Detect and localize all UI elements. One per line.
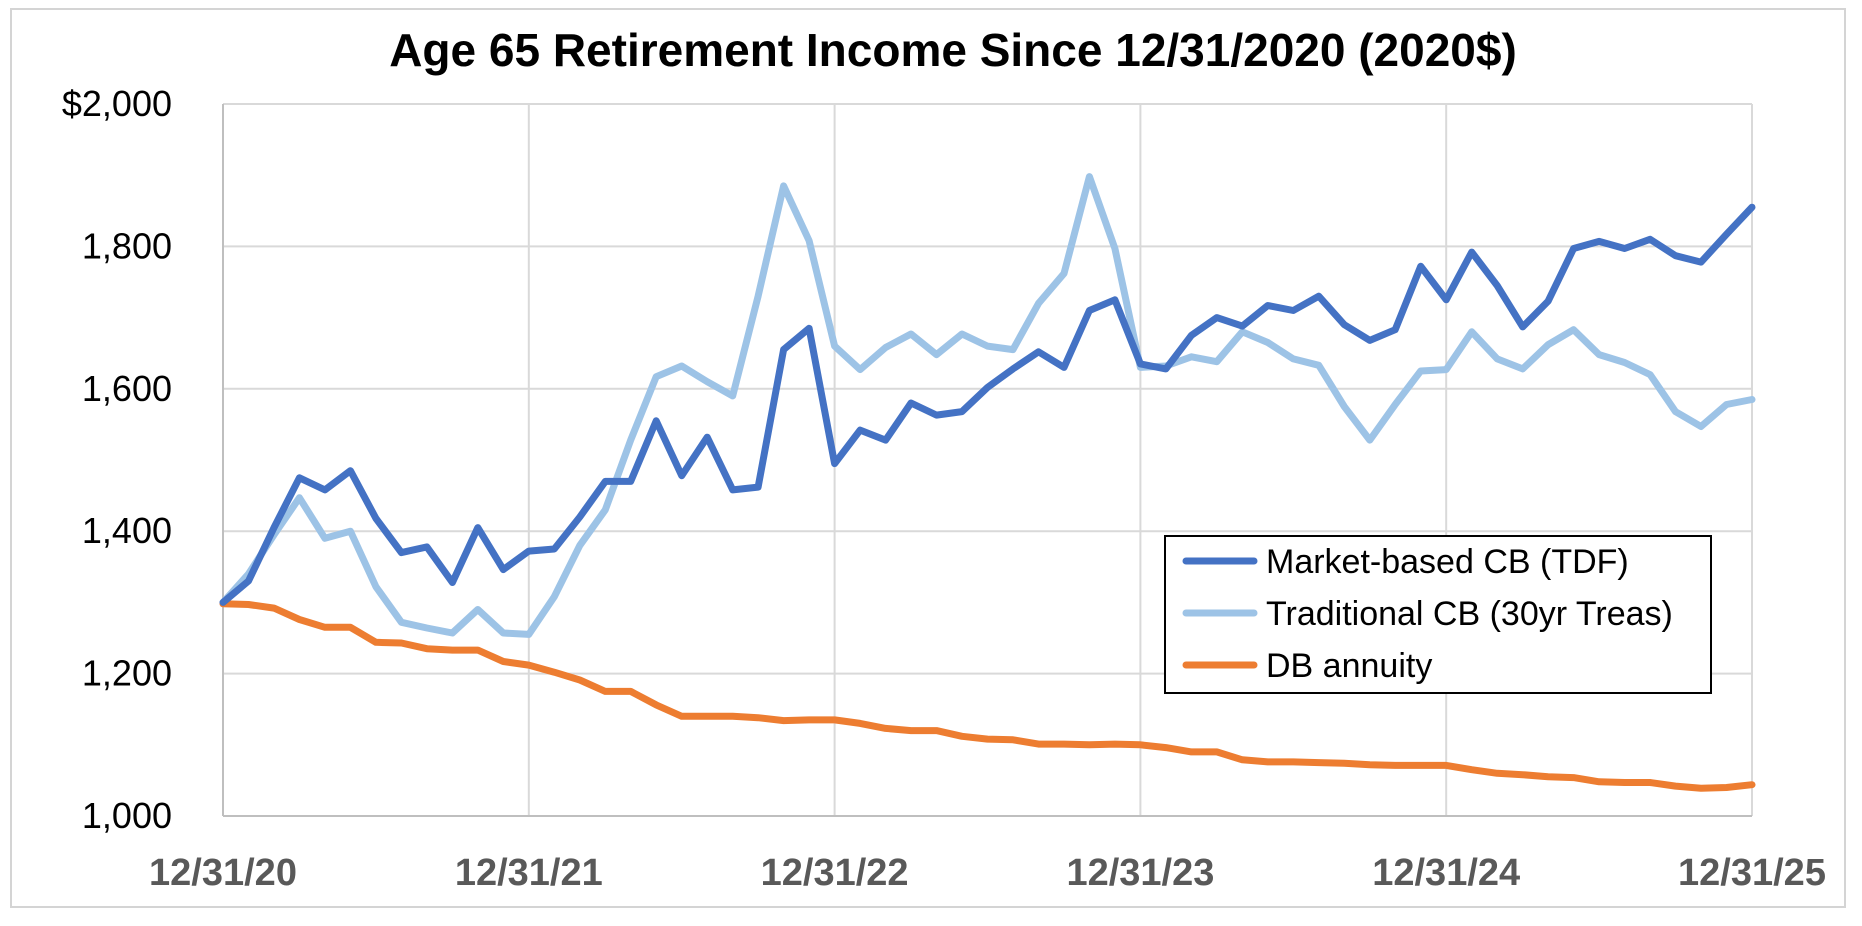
chart-frame (10, 8, 1846, 908)
legend-market-based-cb-label: Market-based CB (TDF) (1266, 543, 1629, 581)
x-tick-label: 12/31/23 (1066, 852, 1214, 894)
x-tick-label: 12/31/24 (1372, 852, 1520, 894)
legend-traditional-cb-label: Traditional CB (30yr Treas) (1266, 595, 1673, 633)
gridlines (222, 103, 1753, 817)
y-tick-label: 1,400 (82, 510, 172, 551)
x-tick-label: 12/31/20 (149, 852, 297, 894)
series-line-db-annuity (219, 600, 1756, 792)
axes: 1,000 1,200 1,400 1,600 1,800 $2,000 12/31/20 1… (62, 83, 1826, 894)
legend-db-annuity-label: DB annuity (1266, 647, 1432, 685)
chart-title: Age 65 Retirement Income Since 12/31/202… (389, 24, 1517, 76)
x-tick-label: 12/31/25 (1678, 852, 1826, 894)
y-tick-label: 1,200 (82, 653, 172, 694)
y-tick-label: $2,000 (62, 83, 172, 124)
y-tick-label: 1,000 (82, 795, 172, 836)
y-tick-label: 1,800 (82, 225, 172, 266)
series-line-market-based-cb (219, 203, 1756, 606)
x-tick-label: 12/31/21 (455, 852, 603, 894)
x-tick-label: 12/31/22 (761, 852, 909, 894)
y-tick-label: 1,600 (82, 368, 172, 409)
series-line-traditional-cb (219, 173, 1756, 638)
legend: Market-based CB (TDF) Traditional CB (30y… (1164, 535, 1712, 694)
series-lines (219, 173, 1756, 792)
